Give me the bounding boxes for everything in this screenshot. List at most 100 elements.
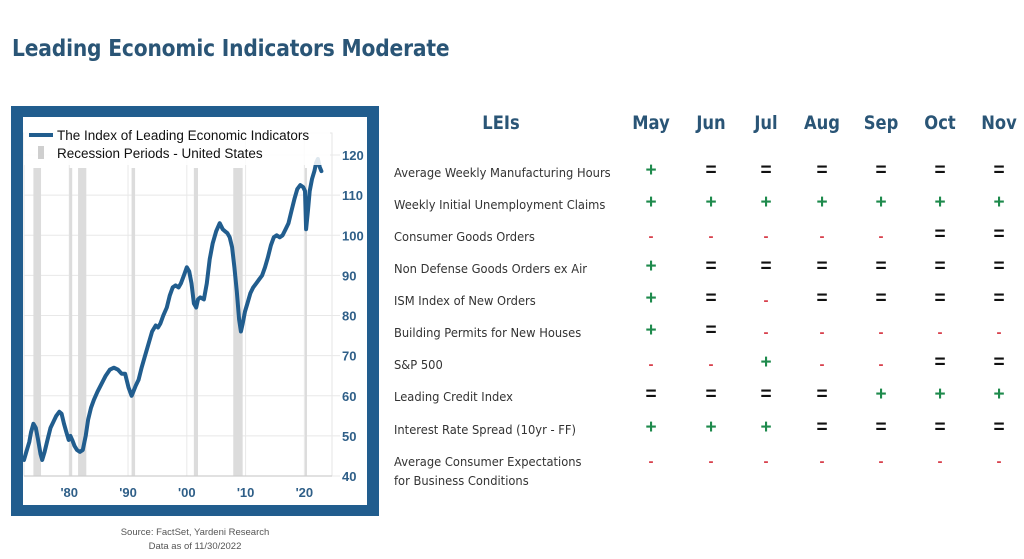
month-header-jul: Jul bbox=[754, 112, 778, 134]
signal-equal: = bbox=[705, 320, 717, 341]
indicator-label: Weekly Initial Unemployment Claims bbox=[394, 195, 605, 214]
x-tick-label: '10 bbox=[237, 485, 255, 500]
signal-minus: - bbox=[819, 453, 825, 470]
signal-equal: = bbox=[816, 288, 828, 309]
signal-minus: - bbox=[648, 356, 654, 373]
signal-plus: + bbox=[760, 352, 772, 373]
month-header-sep: Sep bbox=[863, 112, 899, 134]
month-header-jun: Jun bbox=[696, 112, 726, 134]
indicator-label-text: Interest Rate Spread (10yr - FF) bbox=[394, 422, 576, 437]
indicator-label: Average Consumer Expectations for Busines… bbox=[394, 452, 582, 490]
lei-column-header: LEIs bbox=[482, 112, 520, 134]
signal-equal: = bbox=[934, 288, 946, 309]
signal-equal: = bbox=[760, 160, 772, 181]
signal-equal: = bbox=[993, 160, 1005, 181]
data-date-note: Data as of 11/30/2022 bbox=[148, 541, 242, 552]
signal-plus: + bbox=[645, 160, 657, 181]
x-tick-label: '20 bbox=[296, 485, 314, 500]
signal-plus: + bbox=[705, 192, 717, 213]
indicator-label-text: Average Consumer Expectations bbox=[394, 454, 582, 469]
legend-label-recession: Recession Periods - United States bbox=[57, 146, 263, 161]
signal-plus: + bbox=[705, 417, 717, 438]
indicator-label: Interest Rate Spread (10yr - FF) bbox=[394, 420, 576, 439]
recession-layer bbox=[33, 168, 307, 476]
signal-equal: = bbox=[816, 384, 828, 405]
source-note: Source: FactSet, Yardeni Research bbox=[120, 527, 270, 538]
indicator-label-text: Weekly Initial Unemployment Claims bbox=[394, 197, 606, 212]
signal-equal: = bbox=[875, 288, 887, 309]
signal-equal: = bbox=[705, 384, 717, 405]
signal-plus: + bbox=[875, 384, 887, 405]
recession-band bbox=[69, 168, 73, 476]
signal-equal: = bbox=[934, 256, 946, 277]
signal-minus: - bbox=[996, 324, 1002, 341]
indicator-label: Consumer Goods Orders bbox=[394, 227, 535, 246]
signal-minus: - bbox=[937, 453, 943, 470]
y-tick-label: 80 bbox=[342, 309, 356, 324]
y-tick-label: 60 bbox=[342, 389, 356, 404]
chart-panel: 40 50 60 70 80 90 100 110 120 '80 '90 '00 '10 '20 The… bbox=[23, 117, 367, 505]
legend-box bbox=[24, 125, 330, 165]
signal-minus: - bbox=[763, 292, 769, 309]
month-header-nov: Nov bbox=[981, 112, 1017, 134]
signal-minus: - bbox=[708, 453, 714, 470]
chart-frame: 40 50 60 70 80 90 100 110 120 '80 '90 '00 '10 '20 The… bbox=[11, 106, 379, 516]
y-tick-label: 110 bbox=[342, 188, 363, 203]
signal-minus: - bbox=[819, 356, 825, 373]
signal-equal: = bbox=[760, 384, 772, 405]
signal-minus: - bbox=[708, 228, 714, 245]
x-tick-label: '80 bbox=[60, 485, 78, 500]
legend-label-lei: The Index of Leading Economic Indicators bbox=[57, 128, 309, 143]
signal-equal: = bbox=[993, 224, 1005, 245]
recession-band bbox=[33, 168, 42, 476]
signal-plus: + bbox=[645, 417, 657, 438]
signal-plus: + bbox=[993, 192, 1005, 213]
line-layer bbox=[23, 157, 324, 462]
y-tick-label: 100 bbox=[342, 228, 364, 243]
x-tick-label: '90 bbox=[119, 485, 137, 500]
legend-recession-swatch bbox=[38, 146, 44, 159]
x-tick-label: '00 bbox=[178, 485, 196, 500]
indicator-label: Leading Credit Index bbox=[394, 387, 513, 406]
month-header-may: May bbox=[632, 112, 670, 134]
signal-equal: = bbox=[934, 160, 946, 181]
signal-equal: = bbox=[816, 256, 828, 277]
indicator-label: ISM Index of New Orders bbox=[394, 291, 536, 310]
signal-minus: - bbox=[819, 324, 825, 341]
signal-minus: - bbox=[878, 356, 884, 373]
indicator-label-text: Leading Credit Index bbox=[394, 389, 513, 404]
signal-equal: = bbox=[875, 417, 887, 438]
signal-plus: + bbox=[760, 192, 772, 213]
signal-plus: + bbox=[645, 256, 657, 277]
indicator-label-text: Non Defense Goods Orders ex Air bbox=[394, 261, 588, 276]
month-header-oct: Oct bbox=[924, 112, 956, 134]
signal-minus: - bbox=[763, 453, 769, 470]
indicator-label-text: Average Weekly Manufacturing Hours bbox=[394, 165, 611, 180]
signal-equal: = bbox=[816, 160, 828, 181]
y-tick-label: 70 bbox=[342, 349, 356, 364]
signal-minus: - bbox=[763, 228, 769, 245]
signal-equal: = bbox=[993, 288, 1005, 309]
signal-equal: = bbox=[993, 417, 1005, 438]
y-tick-label: 90 bbox=[342, 268, 356, 283]
signal-minus: - bbox=[763, 324, 769, 341]
signal-plus: + bbox=[934, 192, 946, 213]
signal-plus: + bbox=[816, 192, 828, 213]
y-tick-label: 50 bbox=[342, 429, 356, 444]
indicator-label: Non Defense Goods Orders ex Air bbox=[394, 259, 587, 278]
signal-plus: + bbox=[934, 384, 946, 405]
signal-equal: = bbox=[760, 256, 772, 277]
signal-equal: = bbox=[705, 256, 717, 277]
signal-plus: + bbox=[645, 288, 657, 309]
signal-equal: = bbox=[934, 224, 946, 245]
signal-equal: = bbox=[875, 256, 887, 277]
y-tick-label: 120 bbox=[342, 148, 364, 163]
indicator-label: S&P 500 bbox=[394, 355, 443, 374]
recession-band bbox=[78, 168, 87, 476]
signal-equal: = bbox=[993, 352, 1005, 373]
recession-band bbox=[304, 168, 307, 476]
signal-plus: + bbox=[875, 192, 887, 213]
chart-legend: The Index of Leading Economic Indicators… bbox=[24, 125, 330, 165]
signal-minus: - bbox=[878, 453, 884, 470]
signal-minus: - bbox=[819, 228, 825, 245]
